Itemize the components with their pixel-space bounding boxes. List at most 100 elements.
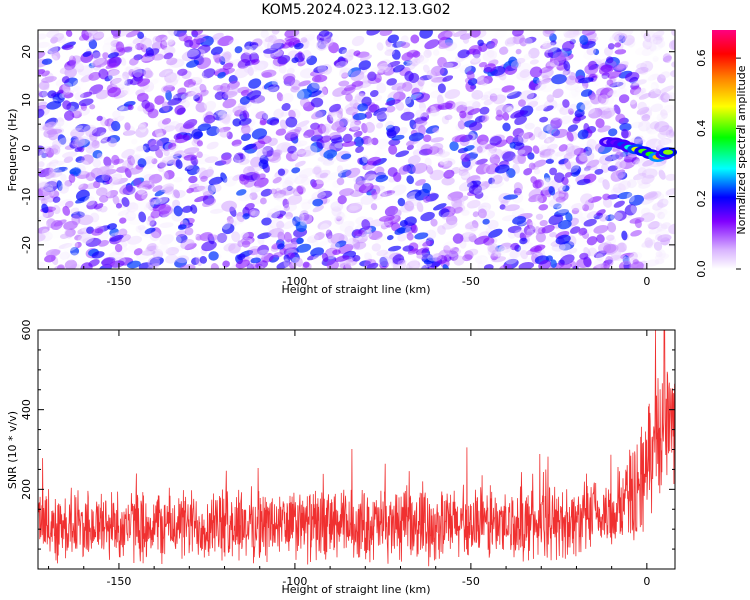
heatmap-cell [629,217,645,224]
heatmap-cell [88,39,98,50]
heatmap-cell [603,243,617,254]
heatmap-cell [42,187,55,198]
heatmap-cell [645,122,653,133]
heatmap-cell [38,149,48,161]
heatmap-cell [586,210,598,219]
heatmap-cell [242,213,250,220]
heatmap-cell [648,88,662,99]
heatmap-cell [151,41,162,51]
heatmap-cell [68,55,77,67]
heatmap-cell [613,200,625,208]
heatmap-cell [513,187,522,196]
heatmap-cell [131,138,138,145]
heatmap-cell [210,263,220,269]
heatmap-cell [333,94,342,102]
heatmap-cell [415,179,426,186]
heatmap-cell [184,165,194,172]
heatmap-cell [282,179,294,191]
heatmap-cell [236,189,247,196]
heatmap-cell [337,150,349,158]
heatmap-cell [38,261,46,269]
heatmap-cell [135,42,145,51]
heatmap-cell [542,186,551,197]
heatmap-cell [545,158,554,164]
heatmap-cell [336,216,342,222]
heatmap-cell [398,210,405,217]
y-tick-label: 400 [20,399,33,420]
heatmap-cell [141,99,151,109]
heatmap-cell [628,194,645,206]
colorbar-tick-label: 0.0 [695,260,708,278]
heatmap-cell [38,104,47,112]
heatmap-cell [502,103,514,113]
heatmap-cell [411,60,418,67]
heatmap-cell [118,228,128,237]
heatmap-cell [617,179,631,189]
heatmap-cell [623,153,637,163]
heatmap-cell [222,260,230,268]
heatmap-cell [223,51,232,60]
heatmap-cell [174,235,182,244]
heatmap-cell [441,176,455,186]
heatmap-cell [154,189,166,197]
heatmap-cell [316,240,330,247]
heatmap-cell [660,237,671,246]
heatmap-cell [164,70,172,78]
heatmap-cell [652,36,663,45]
heatmap-cell [364,252,373,262]
heatmap-cell [544,30,556,35]
heatmap-cell [122,71,130,81]
heatmap-cell [285,150,299,162]
heatmap-cell [308,90,322,98]
heatmap-cell [539,116,549,123]
heatmap-cell [167,60,182,69]
heatmap-cell [347,221,356,228]
heatmap-cell [142,143,151,153]
heatmap-cell [63,220,78,231]
heatmap-cell [660,239,674,247]
heatmap-cell [223,242,236,252]
colorbar-gradient [712,30,736,269]
heatmap-cell [57,134,67,145]
heatmap-cell [641,106,652,115]
heatmap-cell [345,93,353,102]
heatmap-cell [48,230,65,239]
heatmap-cell [417,77,425,87]
heatmap-cell [99,181,114,194]
heatmap-cell [124,122,131,131]
heatmap-cell [159,222,174,228]
heatmap-cell [567,108,574,115]
heatmap-cell [649,44,657,52]
heatmap-cell [317,174,328,181]
heatmap-cell [593,225,609,234]
heatmap-cell [105,189,119,199]
heatmap-cell [248,207,260,218]
heatmap-cell [92,31,105,41]
heatmap-cell [580,167,588,178]
heatmap-cell [88,71,101,81]
x-tick-label: -50 [462,575,480,588]
heatmap-cell [626,179,637,189]
heatmap-cell [137,187,149,196]
heatmap-cell [437,30,453,40]
heatmap-cell [539,36,548,47]
heatmap-cell [240,52,252,64]
heatmap-cell [629,251,638,261]
heatmap-cell [429,90,443,99]
heatmap-cell [637,101,647,111]
heatmap-cell [262,145,274,157]
heatmap-cell [639,108,653,119]
heatmap-cell [38,90,48,98]
heatmap-cell [395,150,410,158]
heatmap-cell [374,147,388,157]
heatmap-x-label: Height of straight line (km) [281,283,430,296]
heatmap-cell [161,101,170,112]
heatmap-cell [640,113,655,125]
heatmap-cell [661,104,675,114]
heatmap-cell [658,70,667,80]
heatmap-cell [553,203,562,210]
heatmap-cell [595,118,605,128]
heatmap-cell [271,210,287,219]
heatmap-cell [260,197,267,205]
heatmap-cell [516,71,532,81]
